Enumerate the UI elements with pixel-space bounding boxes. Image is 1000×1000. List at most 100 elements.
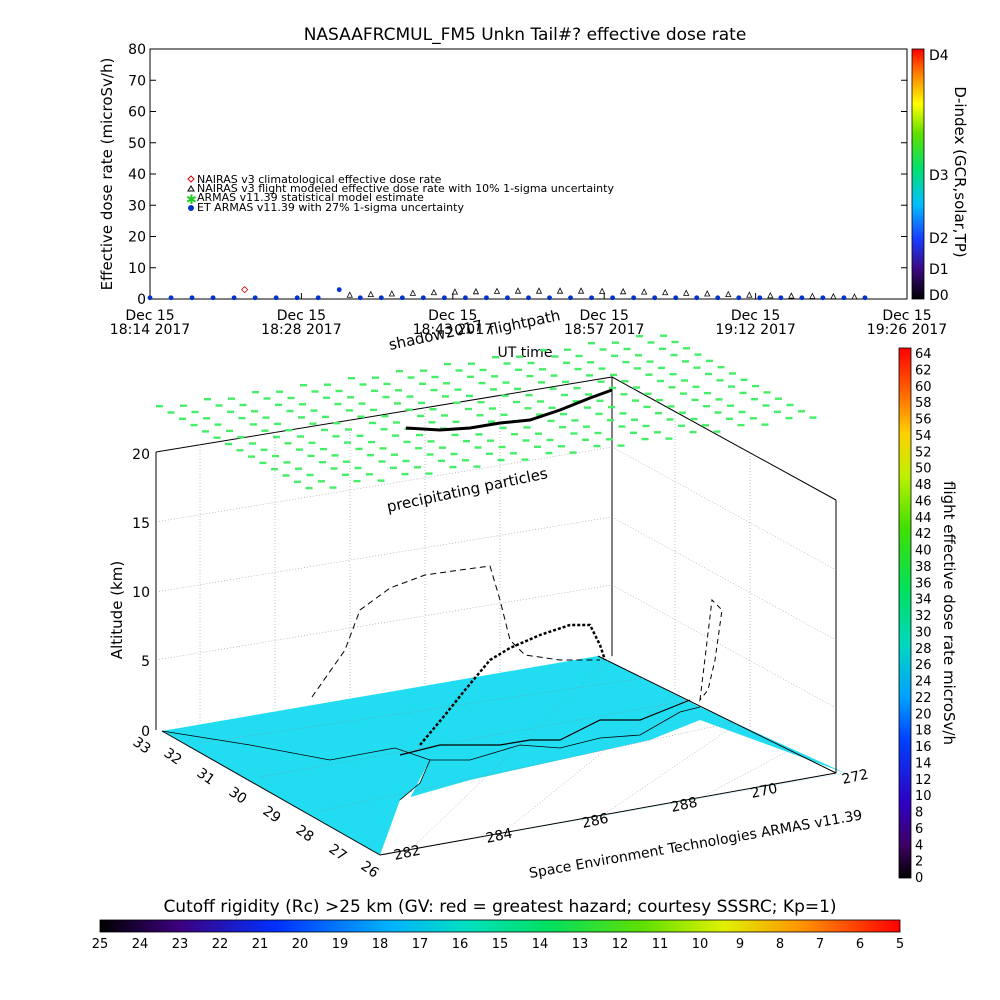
particle-mark: [330, 467, 338, 470]
particle-mark: [573, 387, 581, 390]
particle-mark: [607, 419, 614, 422]
particle-mark: [751, 398, 758, 401]
particle-mark: [271, 468, 278, 471]
particle-mark: [371, 389, 378, 392]
point-et-armas: [378, 295, 384, 301]
d-index-tick: D3: [929, 168, 949, 184]
particle-mark: [455, 369, 463, 372]
cutoff-tick: 10: [692, 937, 709, 952]
particle-mark: [276, 390, 283, 393]
particle-mark: [453, 401, 461, 404]
z-tick: 20: [132, 447, 150, 463]
cutoff-tick: 20: [292, 937, 309, 952]
dose-rate-tick: 12: [915, 773, 932, 788]
point-et-armas: [547, 295, 552, 301]
particle-mark: [449, 465, 457, 469]
particle-mark: [667, 405, 675, 408]
d-index-tick: D4: [929, 48, 949, 64]
particle-mark: [467, 375, 474, 378]
particle-mark: [396, 370, 403, 373]
particle-mark: [761, 423, 769, 426]
particle-mark: [632, 399, 639, 402]
particle-mark: [525, 394, 533, 397]
cutoff-tick: 17: [412, 937, 429, 952]
particle-mark: [690, 417, 698, 421]
dose-rate-tick: 48: [915, 478, 932, 493]
particle-mark: [407, 376, 415, 379]
particle-mark: [405, 408, 413, 411]
particle-mark: [717, 366, 725, 369]
particle-mark: [546, 438, 554, 442]
cutoff-tick: 21: [252, 937, 269, 952]
particle-mark: [534, 445, 541, 448]
dose-rate-tick: 64: [915, 347, 932, 362]
point-nairas-flight: [619, 287, 627, 295]
particle-mark: [305, 486, 313, 490]
particle-mark: [785, 416, 793, 420]
particle-mark: [379, 447, 387, 450]
particle-mark: [692, 385, 700, 388]
particle-mark: [462, 459, 469, 462]
particle-mark: [596, 399, 604, 402]
particle-mark: [318, 480, 325, 483]
cutoff-tick: 6: [856, 937, 864, 952]
dose-rate-tick: 20: [915, 707, 932, 722]
particle-mark: [486, 452, 493, 455]
particle-mark: [571, 419, 579, 422]
dose-rate-tick: 10: [915, 789, 932, 804]
particle-mark: [738, 410, 746, 414]
point-nairas-flight: [514, 287, 522, 294]
cutoff-tick: 8: [776, 937, 784, 952]
y-tick-label: 80: [128, 42, 146, 58]
point-nairas-flight: [725, 290, 732, 298]
particle-mark: [383, 382, 391, 386]
particle-mark: [420, 369, 427, 372]
cutoff-tick: 7: [816, 937, 824, 952]
particle-mark: [726, 417, 733, 420]
particle-mark: [501, 394, 509, 397]
dose-rate-tick: 6: [915, 822, 923, 837]
particle-mark: [474, 446, 482, 449]
x-tick-date: Dec 15: [882, 308, 931, 324]
point-et-armas: [841, 295, 847, 301]
particle-mark: [621, 380, 629, 383]
point-et-armas: [652, 295, 658, 301]
legend-entry-1: NAIRAS v3 climatological effective dose …: [197, 173, 442, 186]
particle-mark: [430, 388, 438, 392]
particle-mark: [335, 389, 343, 393]
particle-mark: [680, 392, 687, 395]
particle-mark: [179, 417, 186, 420]
flightpath-shadow: [311, 565, 600, 698]
dose-rate-tick: 44: [915, 511, 932, 526]
particle-mark: [346, 409, 353, 412]
particle-mark: [294, 480, 301, 483]
particle-mark: [273, 435, 280, 439]
x-tick-date: Dec 15: [731, 308, 780, 324]
particle-mark: [473, 465, 481, 468]
particle-mark: [236, 449, 244, 452]
particle-mark: [558, 445, 565, 448]
particle-mark: [402, 459, 410, 463]
particle-mark: [296, 448, 303, 451]
particle-mark: [295, 467, 302, 470]
particle-mark: [641, 437, 649, 441]
particle-mark: [248, 455, 255, 458]
particle-mark: [498, 445, 506, 449]
lat-tick: 27: [326, 841, 350, 864]
particle-mark: [180, 404, 187, 407]
point-et-armas: [631, 295, 637, 301]
cutoff-tick: 5: [896, 937, 904, 952]
particle-mark: [463, 440, 470, 443]
particle-mark: [347, 396, 354, 399]
particle-mark: [191, 410, 199, 414]
particle-mark: [306, 473, 314, 477]
d-index-colorbar: [911, 48, 925, 300]
point-nairas-flight: [809, 292, 816, 299]
particle-mark: [670, 353, 678, 357]
particle-mark: [252, 391, 259, 394]
legend-dot-icon: [188, 205, 194, 211]
point-et-armas: [147, 295, 153, 301]
particle-mark: [729, 372, 736, 375]
cutoff-tick: 16: [452, 937, 469, 952]
top-y-axis: 0 10 20 30 40 50 60 70 80: [128, 42, 907, 308]
